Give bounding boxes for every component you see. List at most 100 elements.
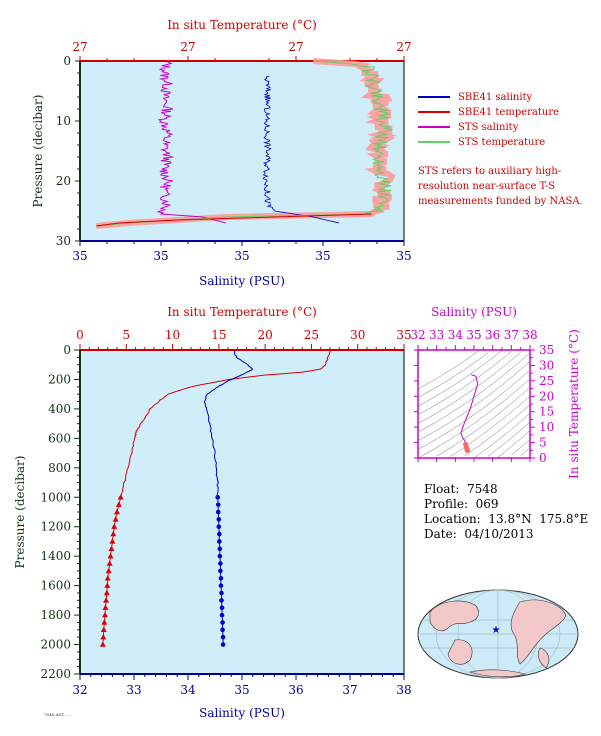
legend-label-sts-temperature: STS temperature (458, 136, 546, 148)
ts-isopycnal (464, 404, 531, 457)
ts-temp-tick-label: 20 (539, 389, 554, 403)
sbe41-salinity-point (215, 509, 221, 515)
near-surface-panel: 27 27 27 27 35 35 35 35 35 0 10 20 30 In situ Temper… (31, 18, 412, 288)
ts-temp-tick-label: 35 (539, 343, 554, 357)
sbe41-salinity-point (218, 583, 224, 588)
sbe41-salinity-point (220, 634, 226, 640)
bottom-sal-tick-label: 34 (180, 683, 196, 697)
sbe41-temperature-point (117, 494, 124, 500)
bottom-sal-tick-label: 38 (396, 683, 411, 697)
ts-series (460, 374, 479, 453)
bottom-temp-tick-label: 15 (211, 328, 226, 342)
legend-swatch-sts-salinity (418, 126, 450, 128)
ts-temp-tick-label: 5 (539, 436, 547, 450)
sbe41-salinity-point (219, 612, 225, 618)
ts-isopycnal (497, 430, 531, 458)
ts-plot-area (417, 349, 531, 459)
top-sts-salinity-line (156, 60, 226, 224)
ts-isopycnal (473, 413, 531, 459)
legend: SBE41 salinity SBE41 temperature STS sal… (418, 90, 598, 149)
ts-sal-tick-label: 35 (466, 328, 481, 342)
sbe41-salinity-point (215, 502, 221, 507)
sbe41-temperature-point (114, 508, 121, 515)
sbe41-temperature-point (100, 626, 107, 633)
legend-item-sts-temperature: STS temperature (418, 135, 545, 149)
top-sal-axis-title: Salinity (PSU) (199, 274, 285, 288)
date: Date: 04/10/2013 (424, 527, 534, 541)
ts-isopycnal (487, 421, 531, 457)
ts-sal-tick-label: 38 (522, 328, 537, 342)
ts-isopycnal (417, 369, 531, 450)
sbe41-temperature-point (112, 516, 119, 522)
bottom-pressure-tick-label: 1800 (40, 608, 71, 622)
sbe41-temperature-point (101, 619, 108, 625)
legend-item-sbe-salinity: SBE41 salinity (418, 90, 532, 104)
legend-label-sts-salinity: STS salinity (458, 121, 519, 133)
sbe41-salinity-point (218, 568, 223, 574)
top-sal-tick-label: 35 (315, 249, 330, 263)
sbe41-temperature-point (103, 589, 110, 596)
sbe41-temperature-point (100, 633, 107, 640)
bottom-sal-tick-label: 32 (72, 683, 87, 697)
sbe41-salinity-point (220, 642, 226, 647)
legend-swatch-sts-temperature (418, 141, 450, 143)
ts-isopycnals (417, 350, 531, 459)
top-pressure-tick-label: 20 (56, 174, 71, 188)
top-series (95, 58, 397, 229)
bottom-temp-tick-label: 25 (304, 328, 319, 342)
bottom-pressure-tick-label: 1200 (40, 520, 71, 534)
legend-label-sbe-temperature: SBE41 temperature (458, 106, 560, 118)
ts-isopycnal (417, 378, 531, 459)
ts-temp-tick-label: 25 (539, 374, 554, 388)
location: Location: 13.8°N 175.8°E (424, 512, 589, 526)
ts-temp-tick-label: 0 (539, 451, 547, 465)
legend-item-sts-salinity: STS salinity (418, 120, 518, 134)
top-pressure-axis-title: Pressure (decibar) (31, 95, 45, 208)
top-sal-tick-label: 35 (153, 249, 168, 263)
top-temp-tick-label: 27 (180, 40, 195, 54)
sbe41-temperature-point (104, 575, 111, 581)
sbe41-salinity-point (217, 531, 222, 537)
sbe41-salinity-point (217, 539, 222, 544)
sbe41-temperature-point (102, 604, 109, 610)
sbe41-salinity-point (218, 575, 224, 581)
ts-isopycnal (511, 439, 531, 456)
sbe41-temperature-point (115, 501, 122, 507)
top-sts-temperature-line (96, 60, 394, 227)
top-pressure-tick-label: 30 (56, 234, 71, 248)
top-plot-area (79, 60, 405, 242)
ts-sal-tick-label: 32 (410, 328, 425, 342)
sbe41-temperature-point (110, 530, 117, 537)
float-id: Float: 7548 (424, 482, 498, 496)
bottom-temp-tick-label: 30 (350, 328, 365, 342)
sts-note: STS refers to auxiliary high-resolution … (418, 166, 583, 207)
ts-isopycnal (417, 352, 521, 424)
bottom-pressure-tick-label: 0 (63, 343, 71, 357)
location-map: ★ (417, 589, 579, 679)
ts-sal-tick-label: 37 (504, 328, 519, 342)
sbe41-salinity-point (217, 553, 223, 559)
sbe41-salinity-point (220, 620, 225, 625)
ts-isopycnal (417, 350, 503, 407)
bottom-pressure-tick-label: 600 (48, 431, 71, 445)
ts-sal-tick-label: 33 (429, 328, 444, 342)
ts-temp-tick-label: 15 (539, 405, 554, 419)
sbe41-temperature-point (108, 545, 115, 552)
ts-isopycnal (417, 352, 489, 398)
legend-swatch-sbe-temperature (418, 111, 450, 113)
bottom-temp-axis-title: In situ Temperature (°C) (167, 305, 317, 319)
ts-sal-tick-label: 34 (448, 328, 464, 342)
ts-isopycnal (520, 447, 531, 457)
bottom-pressure-tick-label: 200 (48, 372, 71, 386)
bottom-sal-tick-label: 35 (234, 683, 249, 697)
top-temp-tick-label: 27 (288, 40, 303, 54)
bottom-pressure-tick-label: 1000 (40, 490, 71, 504)
ts-temp-axis-title: In situ Temperature (°C) (567, 329, 581, 479)
bottom-temp-tick-label: 10 (165, 328, 180, 342)
top-ticks: 27 27 27 27 35 35 35 35 35 0 10 20 30 (56, 40, 412, 263)
bottom-pressure-tick-label: 2200 (40, 667, 71, 681)
bottom-sal-axis-title: Salinity (PSU) (199, 706, 285, 720)
